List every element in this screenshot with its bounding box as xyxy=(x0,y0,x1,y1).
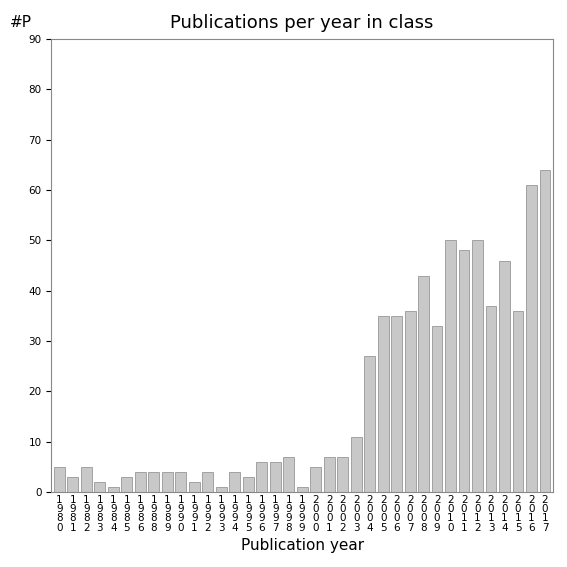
Bar xyxy=(243,477,253,492)
Bar xyxy=(405,311,416,492)
Bar xyxy=(216,487,227,492)
Bar xyxy=(499,261,510,492)
Bar xyxy=(459,251,469,492)
Bar xyxy=(310,467,321,492)
Bar xyxy=(67,477,78,492)
Bar xyxy=(175,472,186,492)
Y-axis label: #P: #P xyxy=(10,15,32,30)
Bar xyxy=(202,472,213,492)
Bar xyxy=(391,316,402,492)
Bar xyxy=(95,482,105,492)
Bar xyxy=(351,437,362,492)
Bar xyxy=(162,472,173,492)
Bar xyxy=(526,185,537,492)
Bar xyxy=(297,487,307,492)
Bar xyxy=(284,457,294,492)
Bar xyxy=(270,462,281,492)
X-axis label: Publication year: Publication year xyxy=(240,538,364,553)
Bar xyxy=(431,326,442,492)
Bar xyxy=(540,170,551,492)
Bar xyxy=(135,472,146,492)
Bar xyxy=(337,457,348,492)
Bar xyxy=(324,457,335,492)
Bar xyxy=(256,462,267,492)
Bar xyxy=(189,482,200,492)
Title: Publications per year in class: Publications per year in class xyxy=(171,14,434,32)
Bar xyxy=(513,311,523,492)
Bar xyxy=(364,356,375,492)
Bar xyxy=(54,467,65,492)
Bar xyxy=(229,472,240,492)
Bar xyxy=(121,477,132,492)
Bar xyxy=(378,316,388,492)
Bar xyxy=(472,240,483,492)
Bar xyxy=(445,240,456,492)
Bar xyxy=(418,276,429,492)
Bar xyxy=(81,467,92,492)
Bar xyxy=(108,487,119,492)
Bar xyxy=(486,306,497,492)
Bar xyxy=(149,472,159,492)
